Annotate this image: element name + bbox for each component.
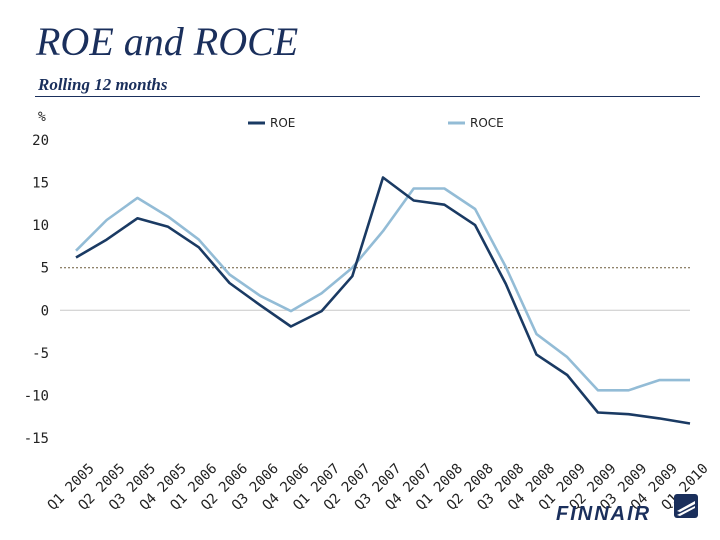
y-tick-label: -15 [24, 431, 49, 447]
y-axis-label: % [38, 110, 46, 125]
series-line-roe [75, 176, 691, 425]
finnair-logo-text: FINNAIR [556, 503, 651, 525]
legend-label-roce: ROCE [470, 116, 504, 130]
finnair-logo: FINNAIR [556, 494, 698, 525]
y-tick-label: 10 [32, 218, 49, 234]
y-tick-label: 20 [32, 133, 49, 149]
series-line-roce [75, 187, 690, 392]
legend-label-roe: ROE [270, 116, 295, 130]
page-title: ROE and ROCE [36, 19, 299, 64]
y-tick-label: 5 [41, 261, 49, 277]
y-tick-label: -5 [32, 346, 49, 362]
y-tick-label: 0 [41, 303, 49, 319]
title-divider [35, 96, 700, 97]
y-tick-label: -10 [24, 388, 49, 404]
y-tick-label: 15 [32, 176, 49, 192]
page-subtitle: Rolling 12 months [38, 75, 168, 94]
